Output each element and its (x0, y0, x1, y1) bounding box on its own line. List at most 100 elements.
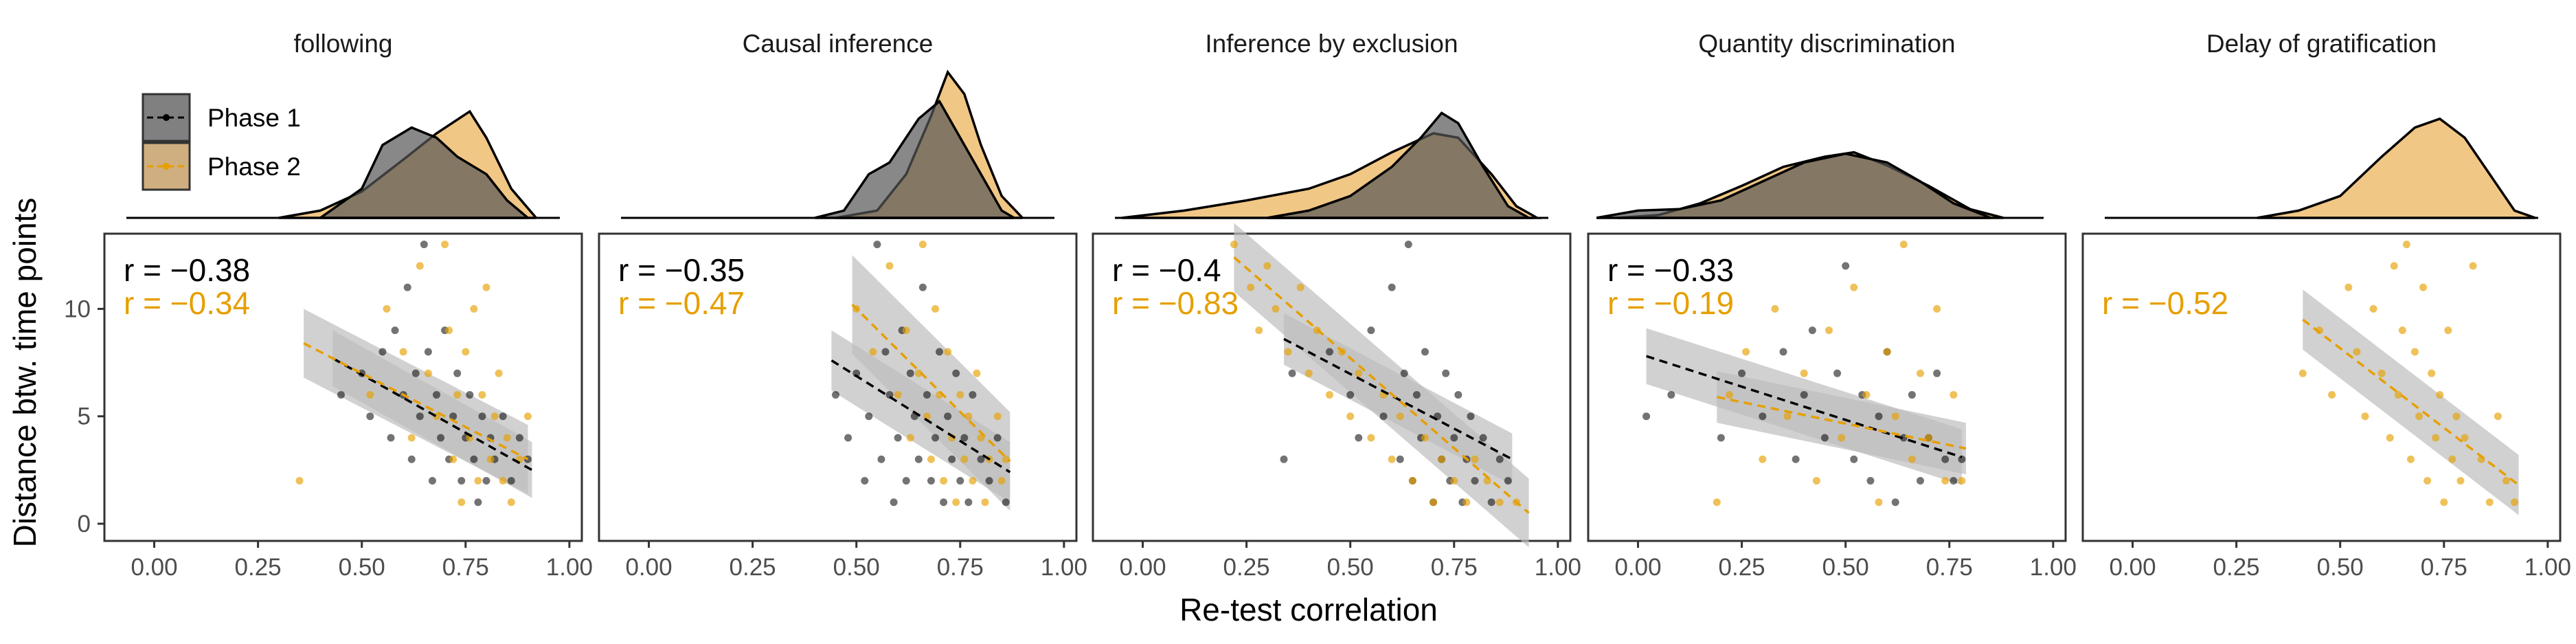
correlation-phase-1: r = −0.38 (124, 252, 250, 288)
y-tick-label: 10 (64, 296, 91, 322)
point-phase-2 (507, 498, 515, 507)
point-phase-1 (411, 369, 420, 377)
fit-line-phase-1 (332, 357, 533, 471)
panel-3: Inference by exclusion 0.00 0.25 0.50 0.75 1.… (1092, 30, 1581, 581)
point-phase-1 (1875, 412, 1883, 421)
point-phase-2 (2511, 498, 2519, 507)
point-phase-2 (2377, 369, 2386, 377)
point-phase-1 (403, 283, 411, 291)
panel-title: Delay of gratification (2206, 30, 2437, 58)
point-phase-2 (490, 412, 499, 421)
correlation-phase-1: r = −0.35 (618, 252, 745, 288)
point-phase-2 (1838, 434, 1846, 442)
point-phase-2 (2448, 455, 2456, 463)
point-phase-2 (2394, 390, 2402, 399)
point-phase-2 (399, 348, 407, 356)
point-phase-1 (449, 412, 457, 421)
point-phase-2 (1272, 304, 1280, 313)
point-phase-1 (927, 476, 935, 485)
point-phase-2 (2328, 390, 2336, 399)
point-phase-2 (2436, 390, 2444, 399)
point-phase-2 (1899, 241, 1908, 249)
point-phase-2 (1725, 390, 1733, 399)
point-phase-1 (1404, 241, 1412, 249)
point-phase-2 (2469, 262, 2477, 270)
point-phase-2 (2419, 283, 2428, 291)
fit-line-phase-1 (831, 359, 1011, 474)
point-phase-1 (914, 455, 923, 463)
y-tick-label: 0 (78, 511, 91, 537)
point-phase-2 (2485, 498, 2494, 507)
point-phase-2 (1825, 326, 1833, 335)
point-phase-2 (1908, 455, 1916, 463)
point-phase-2 (906, 434, 914, 442)
point-phase-1 (923, 390, 931, 399)
point-phase-2 (1812, 476, 1820, 485)
point-phase-1 (1346, 390, 1355, 399)
point-phase-1 (861, 476, 869, 485)
point-phase-2 (453, 390, 462, 399)
point-phase-1 (507, 476, 515, 485)
point-phase-1 (1933, 369, 1941, 377)
point-phase-2 (1742, 348, 1750, 356)
point-phase-1 (1442, 369, 1450, 377)
panel-2: Causal inference 0.00 0.25 0.50 0.75 1.00 r = … (598, 30, 1087, 581)
point-phase-2 (944, 348, 952, 356)
fit-line-phase-2 (303, 342, 529, 460)
x-tick-label: 0.25 (1223, 554, 1270, 581)
x-tick-label: 1.00 (2524, 554, 2571, 581)
point-phase-1 (948, 455, 956, 463)
point-phase-1 (1454, 390, 1462, 399)
point-phase-2 (1933, 304, 1941, 313)
point-phase-2 (1759, 455, 1767, 463)
point-phase-1 (940, 498, 948, 507)
point-phase-2 (523, 412, 532, 421)
point-phase-1 (1479, 434, 1487, 442)
x-tick-label: 1.00 (1041, 554, 1087, 581)
point-phase-2 (2398, 326, 2406, 335)
point-phase-2 (1783, 412, 1792, 421)
legend-label-phase-1: Phase 1 (207, 104, 301, 132)
point-phase-2 (2402, 241, 2410, 249)
density-phase-2 (2257, 117, 2536, 219)
point-phase-2 (1800, 369, 1808, 377)
point-phase-1 (457, 476, 466, 485)
point-phase-2 (1941, 476, 1950, 485)
point-phase-2 (964, 412, 973, 421)
point-phase-1 (424, 348, 432, 356)
legend-point-phase-1 (163, 114, 170, 121)
point-phase-1 (1642, 412, 1651, 421)
point-phase-1 (470, 455, 478, 463)
point-phase-2 (1304, 369, 1313, 377)
point-phase-1 (337, 390, 345, 399)
point-phase-1 (1833, 369, 1842, 377)
point-phase-2 (1875, 498, 1883, 507)
point-phase-2 (960, 455, 969, 463)
point-phase-2 (931, 304, 940, 313)
point-phase-1 (366, 412, 374, 421)
point-phase-2 (2461, 434, 2469, 442)
density-plot (1596, 151, 2044, 219)
point-phase-2 (1891, 412, 1899, 421)
point-phase-1 (977, 455, 985, 463)
point-phase-2 (482, 283, 490, 291)
point-phase-1 (1800, 390, 1808, 399)
point-phase-2 (478, 390, 486, 399)
x-tick-label: 0.75 (1926, 554, 1973, 581)
point-phase-2 (2502, 476, 2510, 485)
point-phase-1 (1412, 390, 1421, 399)
point-phase-1 (877, 455, 885, 463)
point-phase-1 (1467, 412, 1475, 421)
point-phase-2 (918, 241, 927, 249)
point-phase-1 (1367, 326, 1375, 335)
point-phase-2 (295, 476, 304, 485)
point-phase-1 (1866, 476, 1875, 485)
point-phase-1 (1908, 390, 1916, 399)
point-phase-1 (432, 390, 440, 399)
x-tick-label: 0.50 (833, 554, 880, 581)
x-tick-label: 0.50 (1327, 554, 1374, 581)
point-phase-2 (952, 498, 960, 507)
confidence-band-phase-2 (2303, 289, 2519, 515)
point-phase-2 (416, 262, 424, 270)
x-tick-label: 0.25 (2213, 554, 2260, 581)
